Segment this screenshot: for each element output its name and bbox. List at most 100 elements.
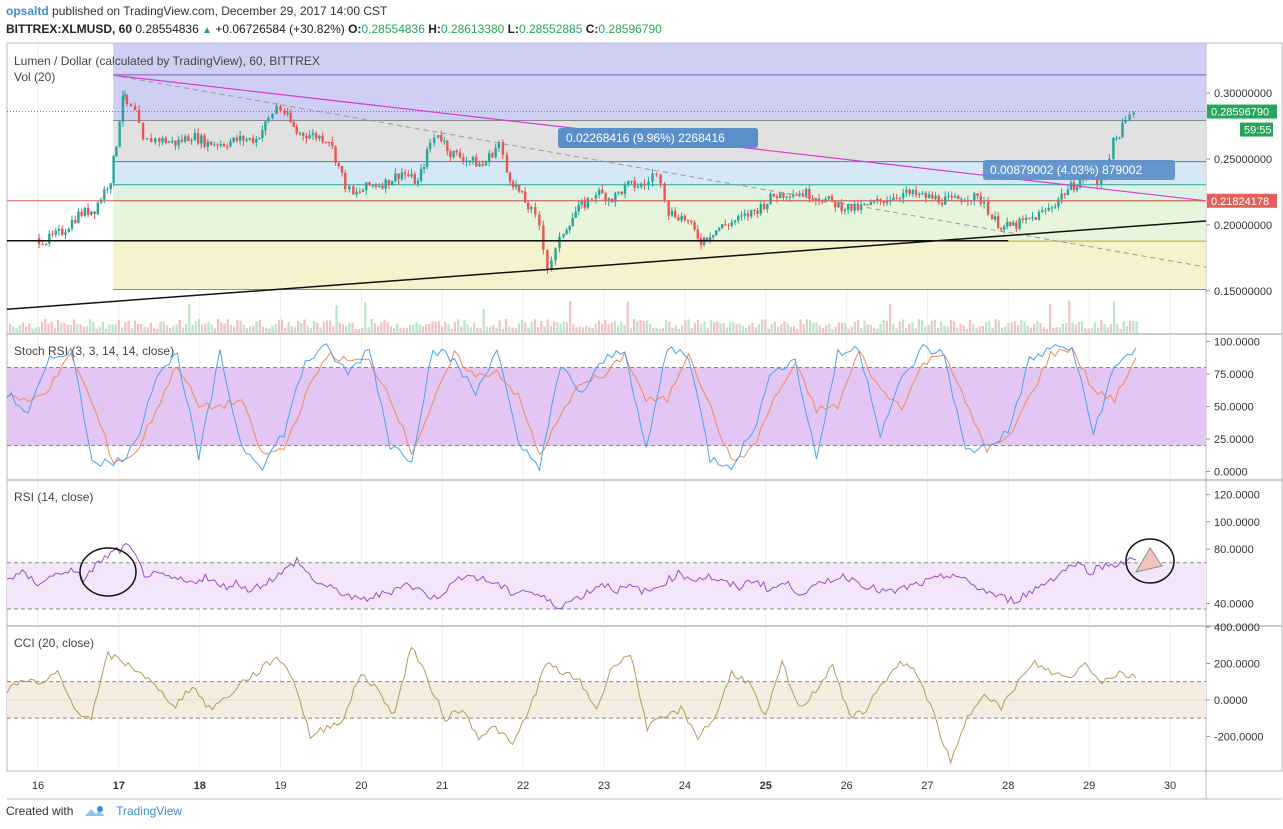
candle-body: [1034, 217, 1037, 220]
volume-bar: [226, 319, 229, 333]
candle-body: [617, 191, 620, 193]
volume-bar: [498, 320, 501, 333]
candle-body: [956, 196, 960, 199]
candle-body: [814, 198, 818, 201]
volume-bar: [41, 322, 44, 333]
volume-bar: [623, 325, 626, 333]
tradingview-link[interactable]: TradingView: [116, 804, 183, 818]
volume-bar: [575, 327, 578, 333]
volume-bar: [313, 321, 316, 333]
candle-body: [627, 181, 630, 185]
volume-bar: [1081, 321, 1084, 333]
volume-bar: [821, 327, 824, 333]
candle-body: [892, 197, 895, 201]
volume-bar: [287, 321, 290, 333]
candle-body: [996, 216, 1000, 229]
volume-bar: [28, 323, 31, 333]
volume-bar: [745, 328, 748, 333]
candle-body: [400, 172, 404, 180]
volume-bar: [290, 326, 293, 333]
candle-body: [302, 132, 305, 136]
ohlc-line: BITTREX:XLMUSD, 60 0.28554836 ▲ +0.06726…: [6, 22, 662, 36]
volume-bar: [591, 328, 594, 333]
candle-body: [183, 136, 187, 142]
volume-bar: [47, 323, 50, 333]
volume-bar: [828, 323, 831, 333]
volume-bar: [876, 328, 879, 333]
candle-body: [801, 193, 805, 197]
volume-bar: [617, 325, 620, 333]
volume-bar: [53, 328, 56, 333]
fib-band: [113, 43, 1206, 75]
candle-body: [550, 260, 553, 270]
candle-body: [446, 140, 449, 152]
candle-body: [869, 202, 873, 205]
candle-body: [808, 188, 811, 199]
candle-body: [154, 138, 157, 143]
candle-body: [511, 181, 515, 188]
candle-body: [200, 135, 203, 144]
candle-body: [1006, 222, 1009, 227]
candle-body: [636, 186, 640, 188]
y-tick-label: 40.0000: [1214, 599, 1254, 611]
volume-bar: [991, 327, 994, 333]
high-label: H:: [428, 22, 441, 36]
volume-bar: [415, 322, 418, 333]
volume-bar: [124, 322, 127, 333]
candle-body: [475, 156, 478, 167]
candle-body: [620, 191, 623, 195]
candle-body: [517, 184, 521, 192]
candle-body: [973, 193, 976, 201]
volume-bar: [604, 319, 607, 333]
candle-body: [863, 204, 866, 206]
volume-bar: [441, 326, 444, 333]
tradingview-logo-icon: [84, 805, 105, 816]
candle-body: [187, 136, 190, 141]
volume-bar: [268, 328, 271, 333]
author-link[interactable]: opsaltd: [6, 4, 49, 18]
volume-bar: [553, 321, 556, 333]
volume-bar: [578, 326, 581, 333]
volume-bar: [636, 321, 639, 333]
candle-body: [850, 203, 853, 211]
candle-body: [235, 137, 239, 141]
cci-pane: 400.0000 200.0000 0.0000 -200.0000 CCI (20, …: [6, 622, 1264, 765]
volume-bar: [457, 319, 460, 333]
candle-body: [746, 213, 750, 217]
volume-bar: [89, 319, 92, 333]
candle-body: [597, 189, 601, 196]
volume-bar: [284, 328, 287, 333]
candle-body: [387, 179, 391, 186]
candle-body: [145, 138, 149, 140]
volume-bar: [725, 327, 728, 333]
y-tick-label: 75.0000: [1214, 369, 1254, 381]
candle-body: [911, 190, 915, 194]
volume-bar: [153, 327, 156, 333]
candle-body: [358, 191, 362, 193]
volume-bar: [175, 324, 178, 333]
candle-body: [501, 142, 505, 155]
volume-bar: [210, 324, 213, 333]
volume-bar: [709, 319, 712, 333]
volume-bar: [1029, 327, 1032, 333]
candle-body: [141, 123, 145, 140]
candle-body: [494, 147, 497, 158]
price-change: +0.06726584 (+30.82%): [215, 22, 345, 36]
y-tick-label: 100.0000: [1214, 337, 1260, 349]
candle-body: [209, 141, 213, 146]
volume-bar: [908, 323, 911, 333]
volume-bar: [639, 319, 642, 333]
volume-bar: [1058, 327, 1061, 333]
volume-bar: [565, 322, 568, 333]
volume-bar: [975, 327, 978, 333]
volume-bar: [428, 324, 431, 333]
candle-body: [514, 184, 518, 188]
volume-bar: [540, 321, 543, 333]
candle-body: [1128, 114, 1131, 120]
y-tick-label: 25.0000: [1214, 434, 1254, 446]
volume-bar: [665, 319, 668, 333]
volume-bar: [306, 325, 309, 333]
volume-bar: [370, 319, 373, 333]
volume-bar: [188, 304, 191, 333]
